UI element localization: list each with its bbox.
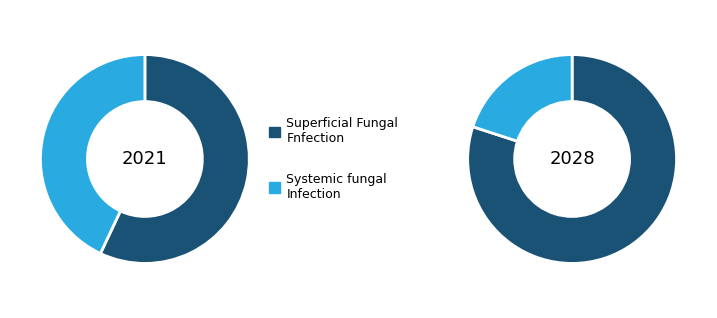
Legend: Superficial Fungal
Fnfection, Systemic fungal
Infection: Superficial Fungal Fnfection, Systemic f… — [264, 112, 403, 206]
Wedge shape — [100, 55, 250, 263]
Wedge shape — [473, 55, 572, 141]
Wedge shape — [40, 55, 145, 253]
Wedge shape — [467, 55, 677, 263]
Text: 2021: 2021 — [122, 150, 168, 168]
Text: 2028: 2028 — [549, 150, 595, 168]
